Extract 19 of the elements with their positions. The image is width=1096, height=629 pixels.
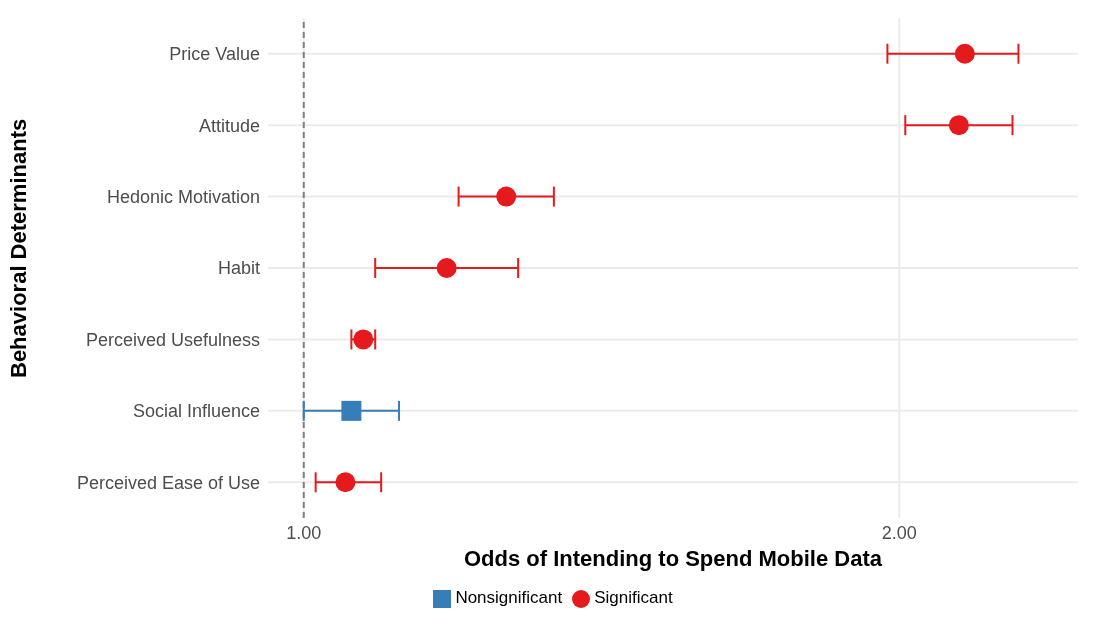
x-axis-title: Odds of Intending to Spend Mobile Data — [464, 546, 883, 571]
y-tick-label: Perceived Ease of Use — [76, 472, 260, 493]
point — [496, 186, 517, 207]
x-tick-label: 1.00 — [286, 522, 322, 543]
x-tick-label: 2.00 — [881, 522, 917, 543]
y-axis-title: Behavioral Determinants — [5, 118, 31, 378]
y-tick-label: Habit — [217, 258, 260, 279]
point — [436, 258, 457, 278]
point — [948, 115, 969, 136]
point — [341, 400, 362, 421]
legend-label: Significant — [594, 588, 673, 607]
y-tick-label: Perceived Usefulness — [85, 329, 260, 350]
y-tick-label: Attitude — [198, 115, 260, 136]
legend-label: Nonsignificant — [455, 588, 563, 607]
y-tick-label: Price Value — [169, 44, 260, 65]
point — [335, 472, 356, 493]
y-tick-label: Social Influence — [132, 401, 260, 422]
y-tick-label: Hedonic Motivation — [106, 186, 260, 207]
point — [954, 43, 975, 64]
